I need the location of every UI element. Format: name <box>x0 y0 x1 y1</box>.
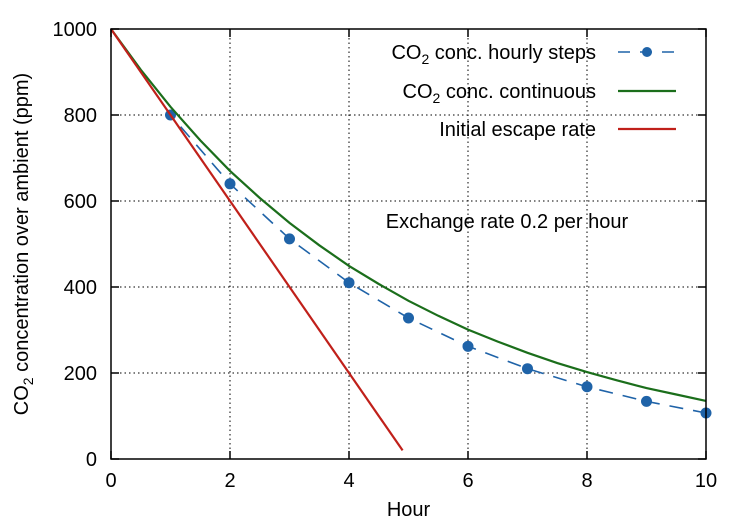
legend-label-hourly-prefix: CO <box>391 42 421 64</box>
x-tick-label: 6 <box>462 470 473 492</box>
legend-entry-continuous: CO2 conc. continuous <box>403 81 676 106</box>
series-line-continuous <box>110 28 707 402</box>
series-layer <box>110 28 712 452</box>
data-point-hourly <box>462 340 474 352</box>
legend-entry-initial: Initial escape rate <box>439 119 676 141</box>
x-tick-label: 2 <box>224 470 235 492</box>
series-line-initial <box>110 28 404 452</box>
y-tick-label: 800 <box>64 105 97 127</box>
legend-label-continuous: CO2 conc. continuous <box>403 81 596 106</box>
legend-entry-hourly: CO2 conc. hourly steps <box>391 42 676 67</box>
data-point-hourly <box>581 381 593 393</box>
legend: CO2 conc. hourly steps CO2 conc. continu… <box>391 42 676 141</box>
data-point-hourly <box>522 363 533 375</box>
y-tick-label: 600 <box>64 191 97 213</box>
y-tick-label: 1000 <box>53 19 98 41</box>
y-axis-label-subscript: 2 <box>20 377 36 385</box>
grid <box>111 29 706 459</box>
legend-label-continuous-subscript: 2 <box>433 90 441 106</box>
y-tick-label: 200 <box>64 363 97 385</box>
x-tick-label: 0 <box>105 470 116 492</box>
legend-label-continuous-prefix: CO <box>403 81 433 103</box>
data-point-hourly <box>641 395 652 407</box>
ticks: 0 2 4 6 8 10 0 200 400 600 800 1000 <box>53 19 718 492</box>
legend-label-hourly-suffix: conc. hourly steps <box>429 42 596 64</box>
legend-label-initial: Initial escape rate <box>439 119 596 141</box>
data-point-hourly <box>403 312 414 324</box>
x-tick-label: 4 <box>343 470 354 492</box>
legend-label-hourly-subscript: 2 <box>421 51 429 67</box>
legend-marker-hourly <box>642 47 652 57</box>
plot-frame <box>110 28 707 460</box>
y-axis-label-suffix: concentration over ambient (ppm) <box>11 73 33 378</box>
data-point-hourly <box>224 178 236 190</box>
y-tick-label: 0 <box>86 449 97 471</box>
data-point-hourly <box>343 277 355 289</box>
legend-label-continuous-suffix: conc. continuous <box>440 81 596 103</box>
y-axis-label-prefix: CO <box>11 385 33 415</box>
x-tick-label: 10 <box>695 470 717 492</box>
legend-label-hourly: CO2 conc. hourly steps <box>391 42 596 67</box>
x-tick-label: 8 <box>581 470 592 492</box>
y-tick-label: 400 <box>64 277 97 299</box>
x-axis-label: Hour <box>387 499 431 521</box>
annotation-text: Exchange rate 0.2 per hour <box>386 211 629 233</box>
y-axis-label: CO2 concentration over ambient (ppm) <box>11 73 36 415</box>
data-point-hourly <box>284 233 295 245</box>
